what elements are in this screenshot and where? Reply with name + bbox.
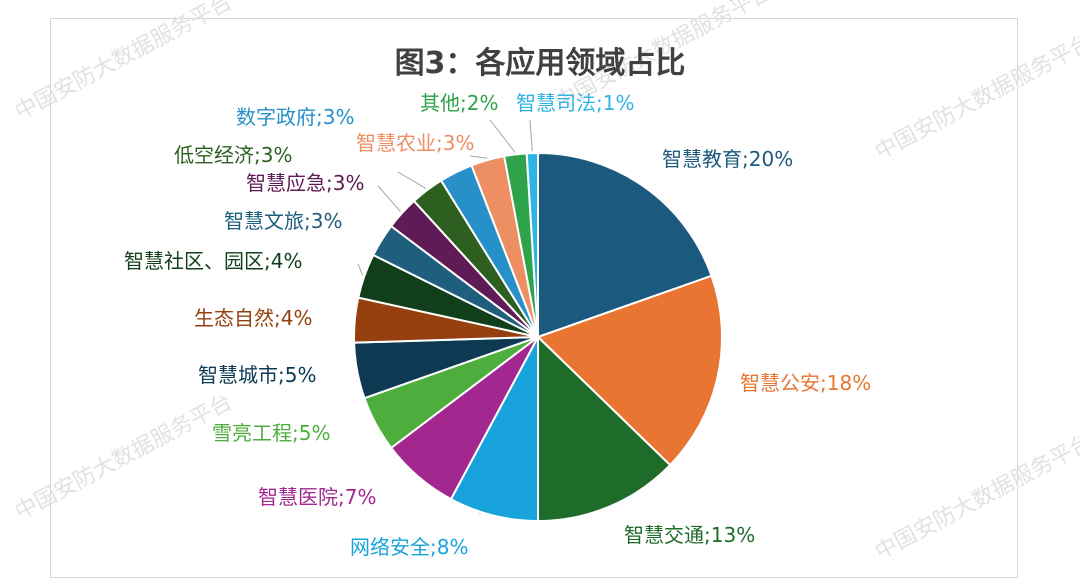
slice-label: 智慧社区、园区;4% bbox=[124, 249, 302, 273]
slice-label-separator: ; bbox=[278, 363, 285, 387]
slice-label-separator: ; bbox=[274, 306, 281, 330]
leader-lines bbox=[357, 119, 533, 276]
slice-label-name: 智慧公安 bbox=[740, 371, 820, 395]
slice-label-value: 4% bbox=[281, 306, 313, 330]
watermark-text: 中国安防大数据服务平台 bbox=[871, 430, 1080, 566]
slice-label-separator: ; bbox=[704, 523, 711, 547]
slice-label-name: 智慧应急 bbox=[246, 171, 326, 195]
slice-label-value: 3% bbox=[443, 131, 475, 155]
slice-labels: 智慧教育;20%智慧公安;18%智慧交通;13%网络安全;8%智慧医院;7%雪亮… bbox=[124, 91, 871, 559]
slice-label: 雪亮工程;5% bbox=[212, 421, 330, 445]
slice-label-separator: ; bbox=[820, 371, 827, 395]
slice-label-separator: ; bbox=[430, 535, 437, 559]
slice-label-separator: ; bbox=[326, 171, 333, 195]
slice-label-name: 智慧交通 bbox=[624, 523, 704, 547]
slice-label-separator: ; bbox=[304, 209, 311, 233]
slice-label: 智慧农业;3% bbox=[356, 131, 474, 155]
slice-label-separator: ; bbox=[338, 485, 345, 509]
slice-label-value: 18% bbox=[827, 371, 871, 395]
slice-label-separator: ; bbox=[596, 91, 603, 115]
slice-label-separator: ; bbox=[436, 131, 443, 155]
slice-label-name: 智慧城市 bbox=[198, 363, 278, 387]
slice-label-name: 其他 bbox=[420, 91, 460, 115]
slice-label-value: 3% bbox=[261, 143, 293, 167]
slice-label-value: 4% bbox=[271, 249, 303, 273]
slice-label-separator: ; bbox=[460, 91, 467, 115]
slice-label-separator: ; bbox=[264, 249, 271, 273]
slice-label-name: 智慧教育 bbox=[662, 147, 742, 171]
slice-label: 智慧城市;5% bbox=[198, 363, 316, 387]
slice-label: 生态自然;4% bbox=[194, 306, 312, 330]
slice-label-value: 8% bbox=[437, 535, 469, 559]
slice-label-name: 智慧司法 bbox=[516, 91, 596, 115]
slice-label: 其他;2% bbox=[420, 91, 498, 115]
slice-label-value: 5% bbox=[299, 421, 331, 445]
pie-slice bbox=[449, 336, 539, 523]
watermark-text: 中国安防大数据服务平台 bbox=[871, 30, 1080, 166]
pie-slice bbox=[525, 151, 539, 338]
leader-line bbox=[397, 171, 427, 189]
slice-label-name: 低空经济 bbox=[174, 143, 254, 167]
slice-label-separator: ; bbox=[316, 105, 323, 129]
slice-label-value: 3% bbox=[323, 105, 355, 129]
slice-label-name: 智慧医院 bbox=[258, 485, 338, 509]
slice-label-name: 智慧文旅 bbox=[224, 209, 304, 233]
pie-slices bbox=[353, 151, 723, 523]
slice-label: 低空经济;3% bbox=[174, 143, 292, 167]
slice-label-name: 智慧农业 bbox=[356, 131, 436, 155]
pie-slice bbox=[536, 274, 723, 467]
chart-title: 图3：各应用领域占比 bbox=[395, 46, 686, 81]
watermark-text: 中国安防大数据服务平台 bbox=[11, 390, 236, 526]
slice-label-value: 3% bbox=[311, 209, 343, 233]
slice-label-name: 网络安全 bbox=[350, 535, 430, 559]
slice-label: 智慧交通;13% bbox=[624, 523, 755, 547]
slice-label-name: 雪亮工程 bbox=[212, 421, 292, 445]
slice-label-value: 20% bbox=[749, 147, 793, 171]
slice-label-value: 3% bbox=[333, 171, 365, 195]
slice-label: 智慧文旅;3% bbox=[224, 209, 342, 233]
slice-label: 智慧应急;3% bbox=[246, 171, 364, 195]
slice-label: 智慧司法;1% bbox=[516, 91, 634, 115]
pie-slice bbox=[537, 334, 672, 523]
slice-label: 智慧医院;7% bbox=[258, 485, 376, 509]
slice-label-value: 2% bbox=[467, 91, 499, 115]
slice-label-name: 智慧社区、园区 bbox=[124, 249, 264, 273]
slice-label: 网络安全;8% bbox=[350, 535, 468, 559]
slice-label-name: 生态自然 bbox=[194, 306, 274, 330]
slice-label: 数字政府;3% bbox=[236, 105, 354, 129]
leader-line bbox=[489, 119, 516, 153]
slice-label-value: 1% bbox=[603, 91, 635, 115]
slice-label: 智慧公安;18% bbox=[740, 371, 871, 395]
slice-label-value: 5% bbox=[285, 363, 317, 387]
watermark-text: 中国安防大数据服务平台 bbox=[11, 0, 236, 125]
slice-label-value: 7% bbox=[345, 485, 377, 509]
slice-label-name: 数字政府 bbox=[236, 105, 316, 129]
slice-label-value: 13% bbox=[711, 523, 755, 547]
leader-line bbox=[529, 119, 533, 152]
slice-label: 智慧教育;20% bbox=[662, 147, 793, 171]
leader-line bbox=[469, 155, 488, 159]
slice-label-separator: ; bbox=[292, 421, 299, 445]
slice-label-separator: ; bbox=[742, 147, 749, 171]
leader-line bbox=[377, 185, 401, 213]
leader-line bbox=[357, 263, 364, 276]
slice-label-separator: ; bbox=[254, 143, 261, 167]
